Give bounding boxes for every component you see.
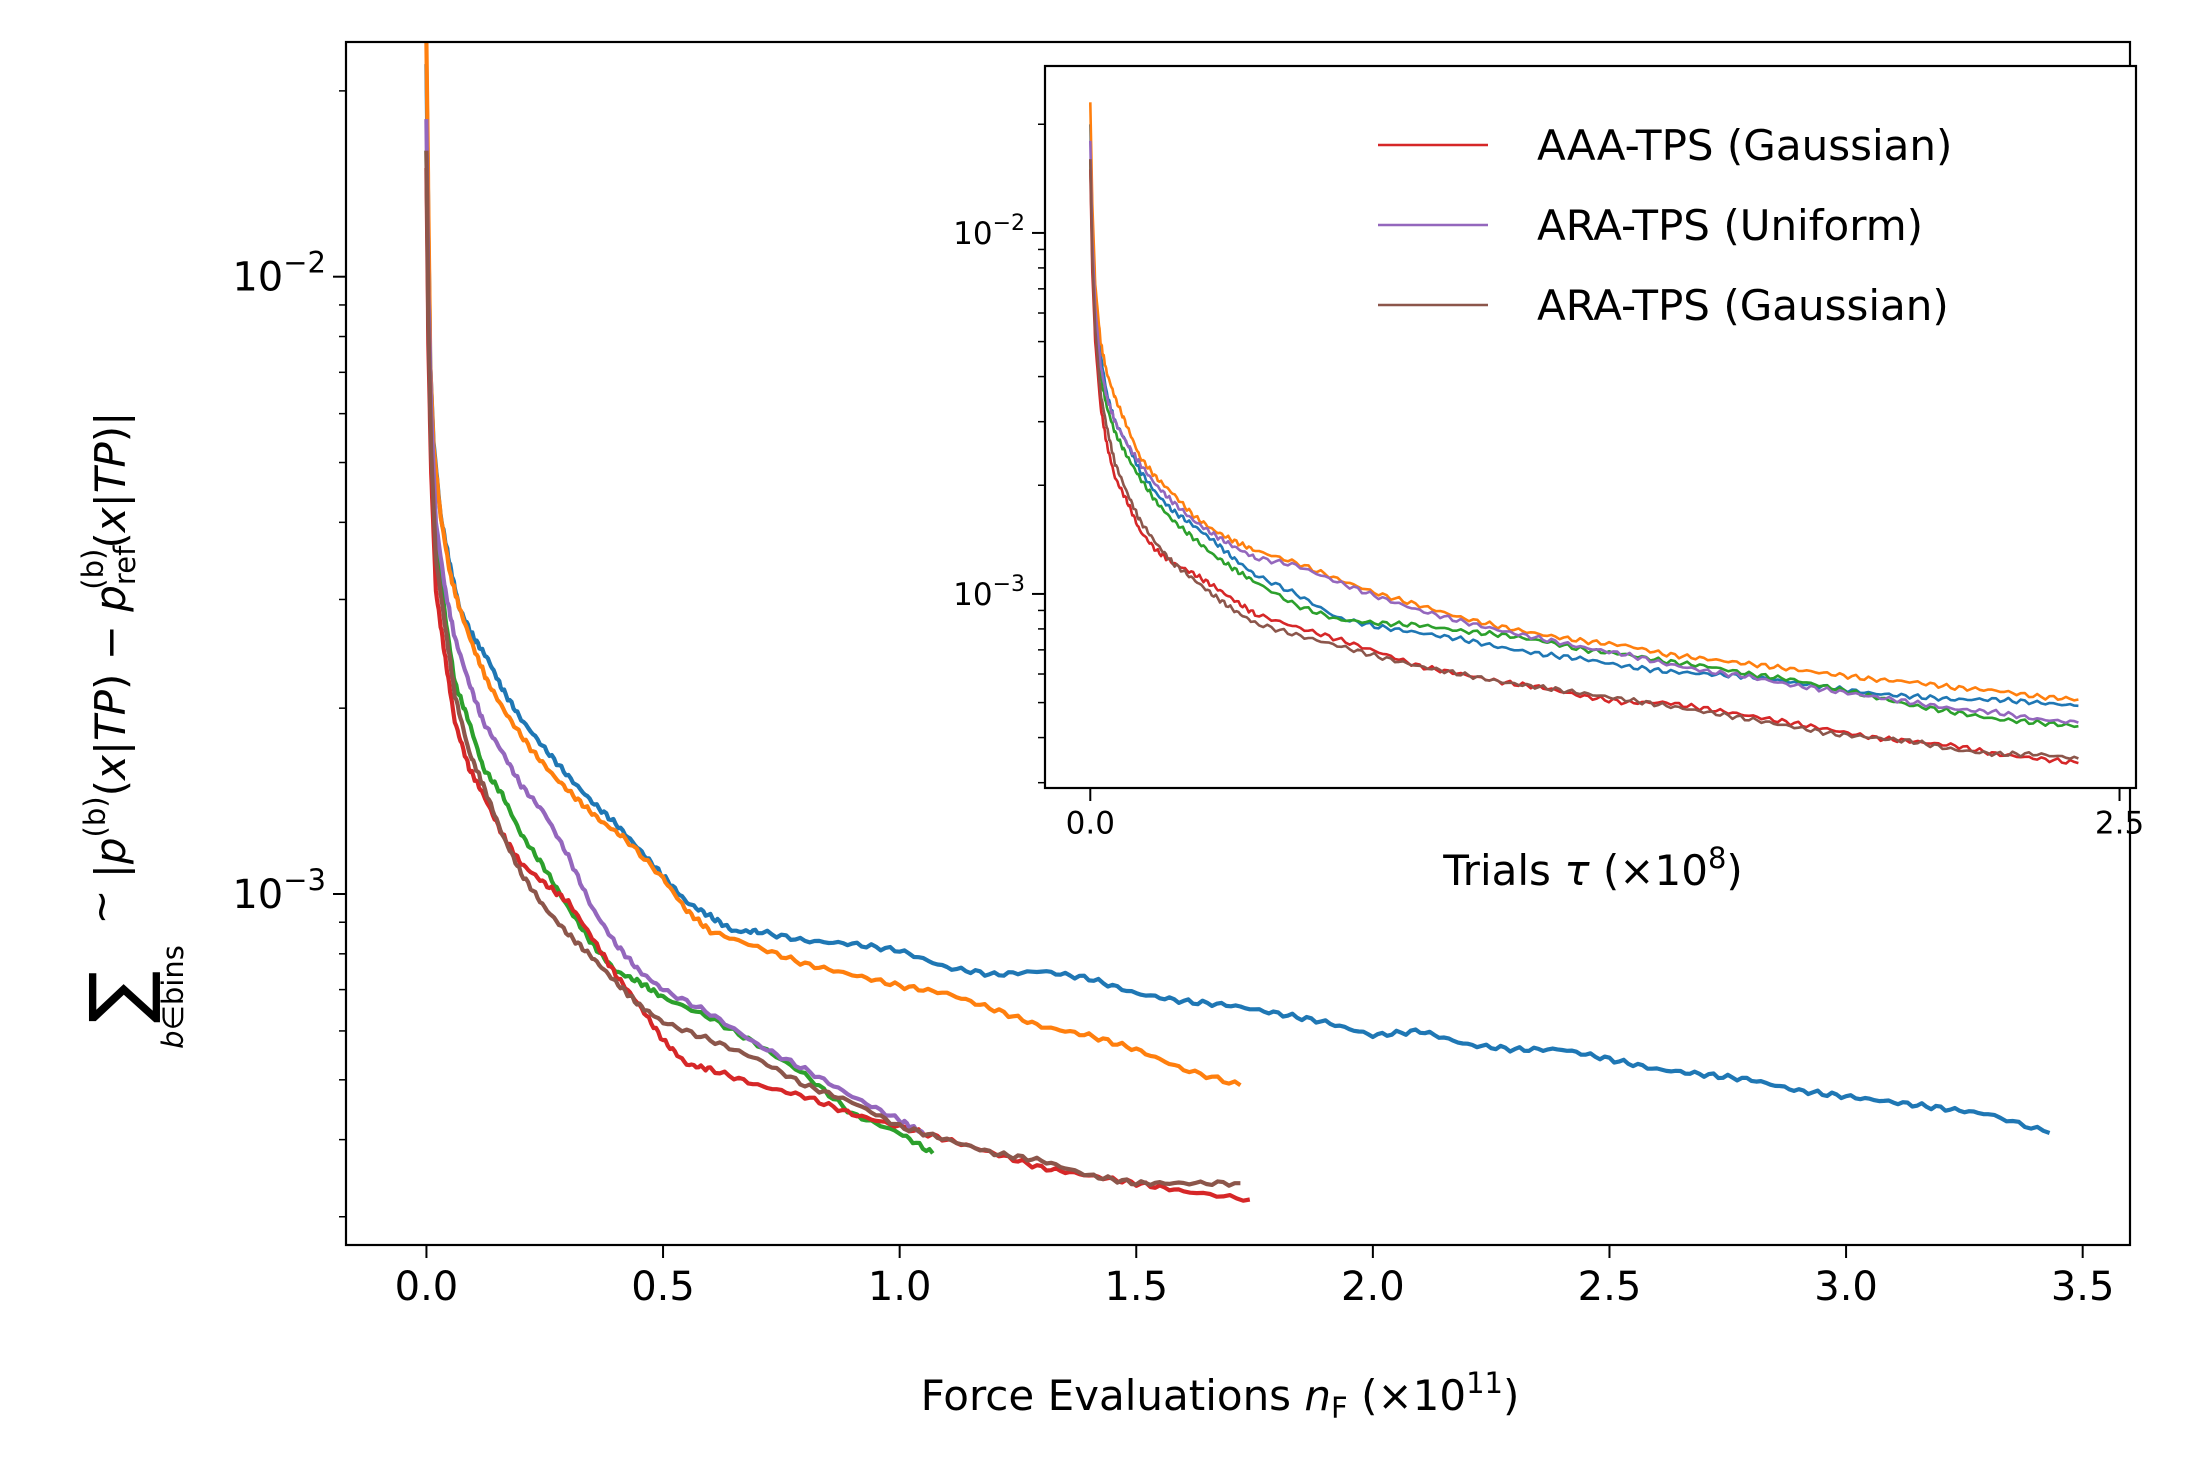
main-series-line-ara-tps-uniform [424, 119, 925, 1135]
main-plot: 0.0 0.5 1.0 1.5 2.0 2.5 3.0 3.5 10−2 10−3 Force … [74, 40, 2132, 1425]
main-x-tick-label: 3.5 [2051, 1264, 2115, 1310]
main-series-line-green [424, 150, 935, 1155]
main-xlabel-sub: F [1331, 1391, 1348, 1425]
legend-label: ARA-TPS (Uniform) [1537, 201, 1923, 250]
inset-xlabel-exp: 8 [1708, 841, 1726, 875]
inset-series-line-orange [1089, 102, 2079, 702]
main-xlabel-suffix-pre: (×10 [1348, 1371, 1466, 1420]
main-x-tick-label: 0.5 [631, 1264, 695, 1310]
main-x-axis: 0.0 0.5 1.0 1.5 2.0 2.5 3.0 3.5 [395, 1245, 2115, 1310]
inset-y-axis: 10−2 10−3 [953, 123, 1045, 784]
main-x-tick-label: 0.0 [395, 1264, 459, 1310]
main-x-tick-label: 2.0 [1341, 1264, 1405, 1310]
main-xlabel-prefix: Force Evaluations [921, 1371, 1305, 1420]
inset-xlabel-suffix-pre: (×10 [1590, 846, 1708, 895]
inset-background [1045, 66, 2136, 788]
main-y-axis: 10−2 10−3 [232, 90, 346, 1218]
inset-x-axis: 0.0 2.5 [1066, 788, 2144, 842]
inset-y-tick-label: 10−3 [953, 572, 1025, 613]
inset-x-tick-label: 2.5 [2095, 806, 2144, 842]
inset-plot: 0.0 2.5 10−2 10−3 Trials τ (×108) AAA-TPS … [953, 64, 2144, 895]
main-xlabel-exp: 11 [1466, 1366, 1503, 1400]
inset-xlabel-suffix-post: ) [1726, 846, 1742, 895]
inset-series-group [1089, 102, 2079, 765]
main-x-tick-label: 3.0 [1814, 1264, 1878, 1310]
legend: AAA-TPS (Gaussian) ARA-TPS (Uniform) ARA-T… [1378, 121, 1952, 330]
main-x-axis-label: Force Evaluations nF (×1011) [921, 1366, 1520, 1425]
inset-x-axis-label: Trials τ (×108) [1442, 841, 1743, 895]
main-series-line-orange [424, 42, 1242, 1087]
main-x-tick-label: 2.5 [1578, 1264, 1642, 1310]
main-x-tick-label: 1.0 [868, 1264, 932, 1310]
inset-xlabel-var: τ [1564, 846, 1590, 895]
inset-series-line-green [1089, 159, 2079, 729]
svg-text:|p(b)(x|TP) − pref(b)(x|TP)|: |p(b)(x|TP) − pref(b)(x|TP)| [76, 412, 142, 879]
inset-plot-frame [1043, 64, 2138, 790]
svg-text:~: ~ [76, 889, 125, 924]
inset-series-line-ara-tps-uniform [1089, 140, 2079, 725]
legend-label: ARA-TPS (Gaussian) [1537, 281, 1949, 330]
inset-series-line-aaa-tps-gaussian [1089, 169, 2079, 765]
main-y-tick-label: 10−2 [232, 246, 326, 301]
inset-xlabel-prefix: Trials [1442, 846, 1564, 895]
main-series-line-ara-tps-gaussian [424, 150, 1241, 1188]
main-xlabel-var: n [1304, 1371, 1331, 1420]
svg-text:∑: ∑ [74, 971, 164, 1024]
inset-y-tick-label: 10−2 [953, 211, 1025, 252]
main-xlabel-suffix-post: ) [1503, 1371, 1519, 1420]
main-y-tick-label: 10−3 [232, 863, 326, 918]
main-series-line-blue [424, 64, 2051, 1135]
main-y-axis-label: |p(b)(x|TP) − pref(b)(x|TP)| ~ ∑ b∈bins [74, 412, 190, 1049]
main-x-tick-label: 1.5 [1104, 1264, 1168, 1310]
svg-text:b∈bins: b∈bins [156, 945, 190, 1049]
inset-x-tick-label: 0.0 [1066, 806, 1115, 842]
legend-label: AAA-TPS (Gaussian) [1537, 121, 1952, 170]
inset-series-line-ara-tps-gaussian [1089, 159, 2079, 761]
main-series-group [424, 42, 2051, 1203]
